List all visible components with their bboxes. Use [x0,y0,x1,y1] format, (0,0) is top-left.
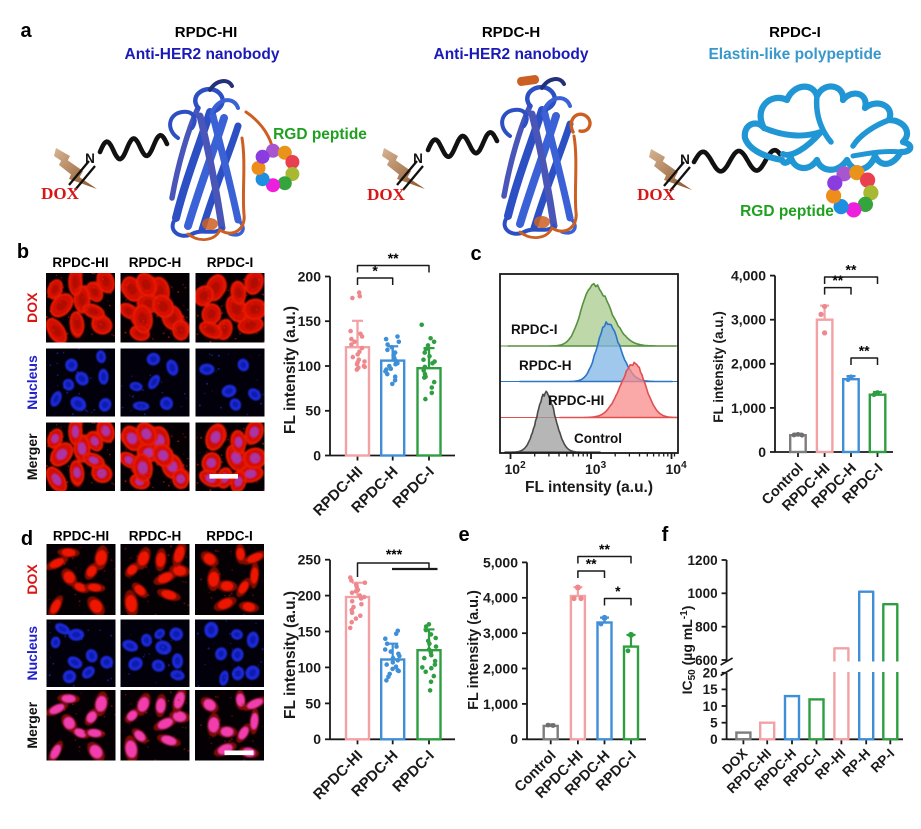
svg-text:800: 800 [695,620,718,635]
svg-text:Anti-HER2 nanobody: Anti-HER2 nanobody [125,46,280,63]
svg-text:4,000: 4,000 [731,268,766,284]
svg-text:RPDC-I: RPDC-I [769,24,821,41]
svg-text:FL intensity (a.u.): FL intensity (a.u.) [466,590,482,710]
svg-text:**: ** [859,343,870,359]
svg-text:2,000: 2,000 [731,356,766,372]
svg-text:**: ** [832,272,843,288]
svg-text:Merger: Merger [24,701,40,748]
svg-text:b: b [17,241,29,263]
svg-text:3,000: 3,000 [731,312,766,328]
svg-text:f: f [662,524,669,546]
svg-text:**: ** [599,541,610,557]
svg-text:FL intensity (a.u.): FL intensity (a.u.) [282,591,299,719]
svg-text:1,000: 1,000 [483,696,518,712]
svg-text:2,000: 2,000 [483,660,518,676]
svg-text:Control: Control [574,431,622,446]
svg-text:Anti-HER2 nanobody: Anti-HER2 nanobody [434,46,589,63]
svg-text:4,000: 4,000 [483,590,518,606]
svg-text:20: 20 [703,666,718,681]
svg-text:0: 0 [313,447,321,463]
svg-text:**: ** [388,250,399,266]
svg-text:RPDC-H: RPDC-H [129,255,182,270]
svg-text:RPDC-I: RPDC-I [207,255,254,270]
svg-text:N: N [680,152,690,167]
svg-text:50: 50 [305,695,321,711]
svg-text:0: 0 [313,731,321,747]
svg-text:50: 50 [305,403,321,419]
svg-text:200: 200 [298,588,322,604]
svg-text:RPDC-H: RPDC-H [482,24,540,41]
svg-text:0: 0 [758,444,766,460]
svg-text:100: 100 [298,659,322,675]
svg-text:N: N [413,151,423,166]
svg-text:RPDC-I: RPDC-I [206,529,253,544]
svg-text:d: d [21,528,33,550]
svg-text:*: * [372,263,378,279]
svg-text:Merger: Merger [24,433,40,480]
svg-text:***: *** [386,546,403,562]
svg-text:DOX: DOX [637,185,676,204]
svg-text:1000: 1000 [688,586,718,601]
svg-text:RPDC-H: RPDC-H [519,358,572,373]
svg-text:DOX: DOX [24,564,40,595]
svg-text:5: 5 [710,716,718,731]
svg-text:FL intensity (a.u.): FL intensity (a.u.) [282,306,299,434]
svg-text:a: a [20,20,32,42]
svg-text:RPDC-HI: RPDC-HI [52,255,108,270]
svg-text:e: e [458,524,469,546]
svg-text:**: ** [846,262,857,278]
svg-text:N: N [85,151,95,166]
svg-text:15: 15 [703,682,719,697]
svg-text:Nucleus: Nucleus [24,626,40,681]
svg-text:FL intensity (a.u.): FL intensity (a.u.) [525,479,653,496]
svg-text:150: 150 [298,623,322,639]
svg-text:1200: 1200 [688,553,718,568]
svg-text:DOX: DOX [41,184,80,203]
svg-text:DOX: DOX [367,185,406,204]
svg-text:RGD peptide: RGD peptide [740,203,834,220]
svg-text:1,000: 1,000 [731,400,766,416]
svg-text:250: 250 [298,552,322,568]
svg-text:Elastin-like polypeptide: Elastin-like polypeptide [708,46,881,63]
svg-text:10: 10 [703,699,718,714]
svg-text:600: 600 [695,653,718,668]
svg-text:**: ** [586,556,597,572]
svg-text:3,000: 3,000 [483,625,518,641]
svg-text:5,000: 5,000 [483,554,518,570]
svg-text:RPDC-H: RPDC-H [129,529,182,544]
svg-text:DOX: DOX [24,292,40,323]
svg-text:150: 150 [298,313,322,329]
svg-text:RGD peptide: RGD peptide [273,126,367,143]
svg-text:*: * [615,583,621,599]
svg-text:0: 0 [710,732,718,747]
svg-text:c: c [470,243,481,265]
svg-text:100: 100 [298,358,322,374]
svg-text:RPDC-HI: RPDC-HI [175,24,238,41]
svg-text:FL intensity (a.u.): FL intensity (a.u.) [711,311,726,423]
svg-text:0: 0 [510,731,518,747]
svg-text:Nucleus: Nucleus [24,355,40,410]
svg-text:200: 200 [298,268,322,284]
svg-text:RPDC-I: RPDC-I [511,322,558,337]
svg-text:RPDC-HI: RPDC-HI [53,529,109,544]
svg-text:RPDC-HI: RPDC-HI [548,393,604,408]
